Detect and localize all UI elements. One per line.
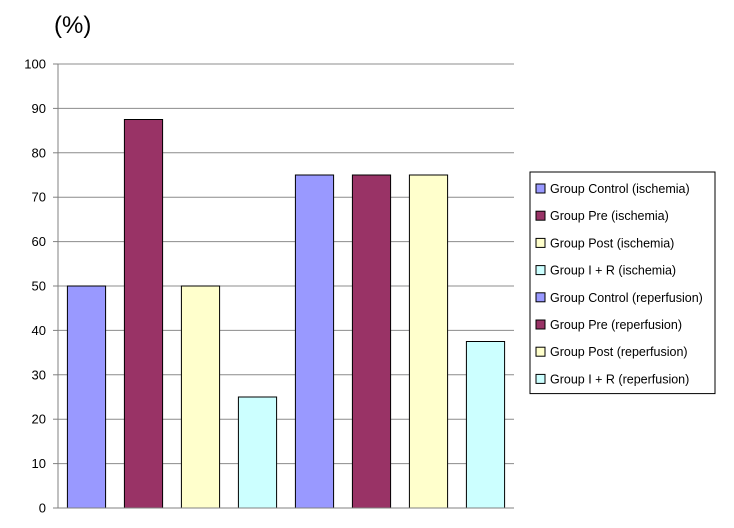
legend-label: Group Control (ischemia) [550,182,690,196]
y-tick-label: 60 [32,234,46,249]
legend-box [529,171,716,395]
legend-item: Group Post (reperfusion) [535,345,688,359]
legend-swatch [535,210,546,221]
legend-label: Group Pre (reperfusion) [550,318,682,332]
bar-5 [294,174,335,509]
bar-2 [123,119,164,509]
bar-6 [351,174,392,509]
y-tick-label: 0 [39,501,46,516]
legend-item: Group Post (ischemia) [535,236,674,250]
legend-label: Group I + R (reperfusion) [550,372,689,386]
y-axis-ticks: 0 10 20 30 40 50 60 70 80 90 100 [24,57,58,516]
legend-swatch [535,237,546,248]
legend-item: Group I + R (ischemia) [535,264,676,278]
legend-swatch [535,292,546,303]
y-tick-label: 50 [32,279,46,294]
y-tick-label: 40 [32,323,46,338]
legend-item: Group Pre (reperfusion) [535,318,682,332]
legend: Group Control (ischemia) Group Pre (ische… [529,171,716,395]
legend-item: Group Pre (ischemia) [535,209,669,223]
legend-swatch [535,346,546,357]
y-tick-label: 20 [32,412,46,427]
y-tick-label: 100 [24,57,46,72]
legend-swatch [535,319,546,330]
bars [66,119,506,509]
bar-3 [180,285,221,509]
y-tick-label: 10 [32,456,46,471]
bar-1 [66,285,107,509]
bar-8 [465,341,506,509]
y-axis-label: (%) [54,12,91,39]
legend-label: Group Control (reperfusion) [550,291,703,305]
y-tick-label: 30 [32,367,46,382]
legend-item: Group Control (ischemia) [535,182,690,196]
legend-swatch [535,265,546,276]
y-tick-label: 80 [32,145,46,160]
y-tick-label: 70 [32,190,46,205]
legend-swatch [535,183,546,194]
legend-swatch [535,373,546,384]
bar-4 [237,396,278,509]
legend-label: Group I + R (ischemia) [550,264,676,278]
bar-7 [408,174,449,509]
legend-label: Group Pre (ischemia) [550,209,669,223]
legend-label: Group Post (ischemia) [550,236,674,250]
legend-item: Group I + R (reperfusion) [535,372,689,386]
legend-label: Group Post (reperfusion) [550,345,688,359]
y-tick-label: 90 [32,101,46,116]
legend-item: Group Control (reperfusion) [535,291,703,305]
